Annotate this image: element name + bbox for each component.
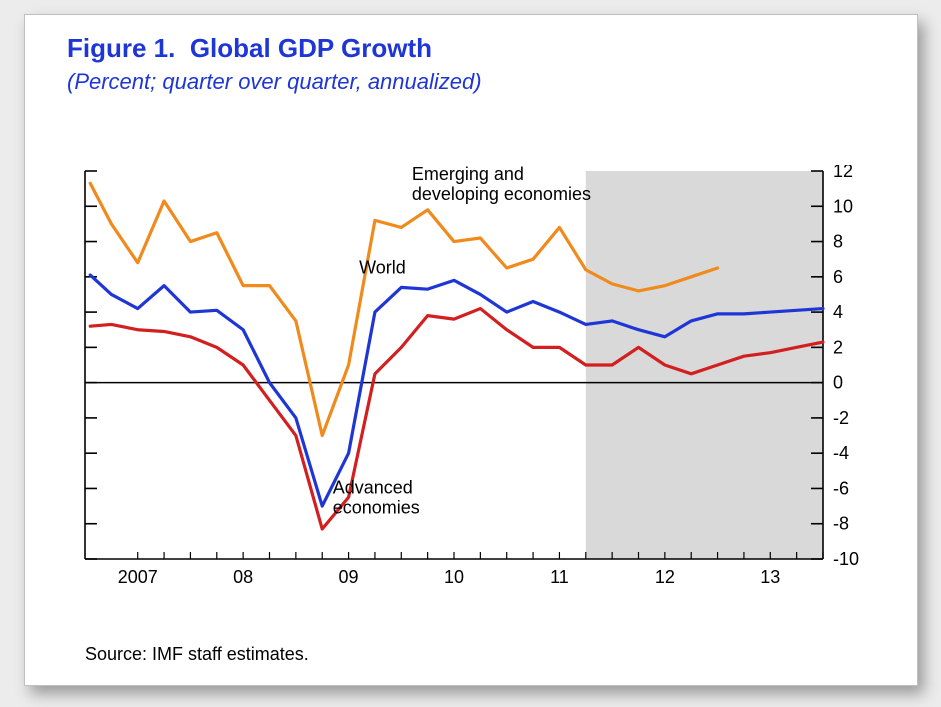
stage: Figure 1. Global GDP Growth (Percent; qu… [0, 0, 941, 707]
figure-source: Source: IMF staff estimates. [85, 644, 309, 665]
xtick-label: 12 [655, 567, 675, 587]
ytick-label: -6 [833, 478, 849, 498]
ytick-label: 2 [833, 337, 843, 357]
xtick-label: 08 [233, 567, 253, 587]
ytick-label: 0 [833, 373, 843, 393]
ytick-label: 4 [833, 302, 843, 322]
chart-plot: -10 -8 -6 -4 -2 0 2 4 6 8 10 12 2007 08 09 10 11 12 13 Worl… [77, 165, 875, 595]
figure-title: Figure 1. Global GDP Growth [67, 33, 432, 64]
ytick-label: 12 [833, 165, 853, 181]
xtick-label: 11 [550, 567, 569, 587]
ytick-label: -2 [833, 408, 849, 428]
series-label-world: World [359, 257, 406, 277]
figure-subtitle: (Percent; quarter over quarter, annualiz… [67, 69, 482, 95]
chart-svg: -10 -8 -6 -4 -2 0 2 4 6 8 10 12 2007 08 09 10 11 12 13 Worl… [77, 165, 875, 595]
series-label-emerging: Emerging and [412, 165, 524, 184]
xtick-label: 13 [760, 567, 780, 587]
series-label-advanced: Advanced [333, 478, 413, 498]
ytick-label: -4 [833, 443, 849, 463]
series-label-advanced: economies [333, 498, 420, 518]
ytick-label: 6 [833, 267, 843, 287]
ytick-label: 10 [833, 196, 853, 216]
ytick-label: 8 [833, 232, 843, 252]
xtick-label: 10 [444, 567, 464, 587]
figure-card: Figure 1. Global GDP Growth (Percent; qu… [24, 14, 918, 686]
figure-number: Figure 1. [67, 33, 175, 63]
ytick-label: -10 [833, 549, 859, 569]
forecast-band [586, 171, 823, 559]
xtick-label: 09 [339, 567, 359, 587]
series-label-emerging: developing economies [412, 184, 591, 204]
figure-title-text: Global GDP Growth [190, 33, 432, 63]
xtick-label: 2007 [118, 567, 158, 587]
ytick-label: -8 [833, 514, 849, 534]
